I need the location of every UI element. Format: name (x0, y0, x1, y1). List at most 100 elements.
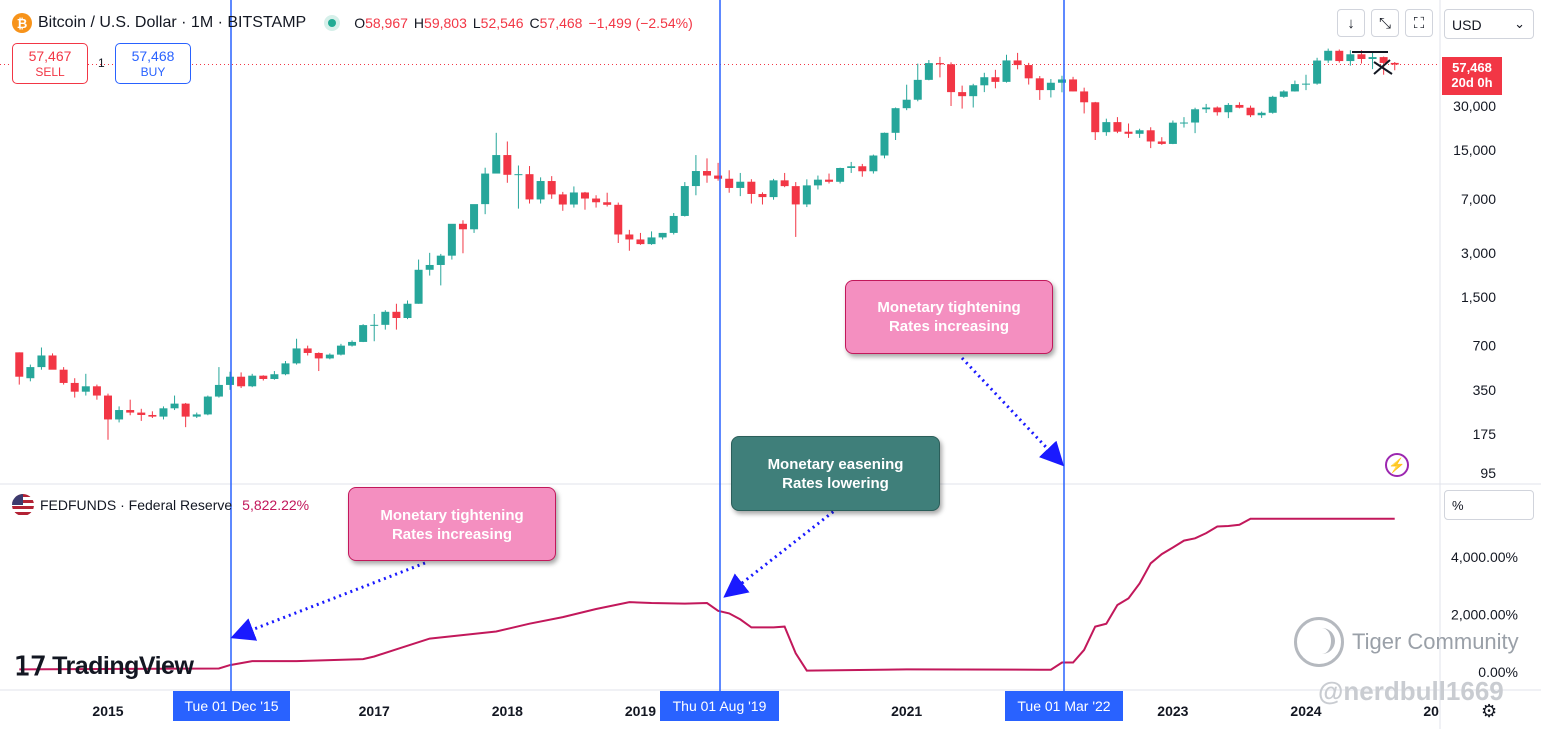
annotation-tightening-2022[interactable]: Monetary tightening Rates increasing (845, 280, 1053, 354)
candle-body (170, 403, 179, 409)
high-value: 59,803 (424, 15, 467, 31)
fed-tick-label: 0.00% (1478, 664, 1518, 680)
currency-value: USD (1452, 17, 1482, 33)
chevron-down-icon: ⌄ (1514, 16, 1525, 31)
collapse-icon[interactable]: ⤡ (1371, 9, 1399, 37)
currency-select[interactable]: USD ⌄ (1444, 9, 1534, 39)
candle-body (1357, 54, 1366, 59)
candle-body (226, 376, 235, 385)
candle-body (59, 369, 68, 383)
ohlc-values: O 58,967 H 59,803 L 52,546 C 57,468 −1,499 (… (354, 15, 699, 31)
candle-body (1390, 62, 1399, 65)
annotation-line: Rates increasing (391, 526, 513, 543)
us-flag-icon (12, 494, 34, 516)
candle-body (603, 202, 612, 205)
price-tick-label: 1,500 (1461, 289, 1496, 305)
candle-body (935, 63, 944, 65)
candle-body (403, 303, 412, 318)
candle-body (70, 382, 79, 392)
lightning-icon[interactable]: ⚡ (1385, 453, 1409, 477)
open-value: 58,967 (365, 15, 408, 31)
order-quantity[interactable]: 1 (98, 56, 105, 70)
candle-body (203, 396, 212, 415)
annotation-tightening-2015[interactable]: Monetary tightening Rates increasing (348, 487, 556, 561)
candle-body (1346, 54, 1355, 62)
candle-body (1268, 96, 1277, 113)
candle-body (791, 186, 800, 205)
event-date-label: Tue 01 Dec '15 (173, 691, 290, 721)
candle-body (980, 77, 989, 86)
candle-body (92, 386, 101, 396)
candle-body (525, 174, 534, 200)
candle-body (1257, 112, 1266, 116)
annotation-easing-2019[interactable]: Monetary easening Rates lowering (731, 436, 940, 511)
candle-body (458, 223, 467, 230)
tradingview-logo[interactable]: 𝟣𝟩 TradingView (14, 651, 194, 682)
candle-body (1024, 65, 1033, 79)
candle-body (159, 408, 168, 417)
candle-body (891, 108, 900, 133)
candle-body (1313, 60, 1322, 84)
last-price: 57,468 (1452, 60, 1492, 75)
fed-tick-label: 2,000.00% (1451, 607, 1518, 623)
candle-body (691, 171, 700, 187)
fed-tick-label: 4,000.00% (1451, 549, 1518, 565)
percent-scale-button[interactable]: % (1444, 490, 1534, 520)
candle-body (958, 92, 967, 97)
candle-body (1324, 50, 1333, 61)
candle-body (1302, 83, 1310, 85)
candle-body (381, 311, 390, 325)
price-tick-label: 350 (1473, 382, 1497, 398)
buy-price: 57,468 (131, 48, 175, 64)
candle-body (1124, 131, 1133, 134)
candle-body (1069, 79, 1078, 92)
candle-body (736, 181, 745, 188)
sell-button[interactable]: 57,467 SELL (12, 43, 88, 84)
candle-body (470, 204, 479, 230)
candle-body (1335, 50, 1344, 62)
candle-body (1157, 141, 1166, 144)
candle-body (592, 198, 601, 203)
candle-body (303, 348, 312, 353)
fed-value: 5,822.22% (242, 497, 310, 513)
arrow-down-icon[interactable]: ↓ (1337, 9, 1365, 37)
candle-body (1057, 79, 1066, 83)
candle-body (1191, 109, 1200, 123)
candle-body (1046, 82, 1055, 91)
annotation-line: Monetary tightening (380, 507, 524, 524)
event-date-label: Thu 01 Aug '19 (660, 691, 779, 721)
candle-body (348, 341, 357, 346)
candle-body (292, 348, 301, 364)
candle-body (214, 384, 223, 397)
candle-body (924, 63, 933, 80)
bitcoin-icon: ₿ (12, 13, 32, 33)
candle-body (1224, 104, 1233, 113)
candle-body (902, 99, 911, 109)
gear-icon[interactable]: ⚙ (1481, 701, 1498, 721)
fed-header[interactable]: FEDFUNDS · Federal Reserve 5,822.22% (12, 494, 309, 516)
tradingview-wordmark: TradingView (52, 652, 194, 680)
candle-body (1002, 60, 1011, 82)
candle-body (137, 412, 146, 415)
candle-body (503, 155, 512, 175)
candle-body (1168, 122, 1177, 144)
candle-body (991, 77, 1000, 82)
candle-body (447, 223, 456, 256)
candle-body (237, 376, 246, 387)
candle-body (115, 410, 124, 420)
fedfunds-line (19, 517, 1395, 672)
symbol-title: Bitcoin / U.S. Dollar · 1M · BITSTAMP (38, 14, 307, 31)
candle-body (680, 186, 689, 216)
candle-body (181, 403, 190, 417)
candle-body (714, 175, 723, 179)
candle-body (1013, 60, 1022, 66)
candle-body (969, 85, 978, 97)
buy-button[interactable]: 57,468 BUY (115, 43, 191, 84)
sell-label: SELL (35, 65, 65, 79)
candle-body (703, 171, 711, 176)
annotation-line: Monetary tightening (877, 299, 1021, 316)
candle-body (1279, 91, 1288, 97)
symbol-header[interactable]: ₿ Bitcoin / U.S. Dollar · 1M · BITSTAMP … (12, 10, 699, 36)
fullscreen-icon[interactable]: ⛶ (1405, 9, 1433, 37)
